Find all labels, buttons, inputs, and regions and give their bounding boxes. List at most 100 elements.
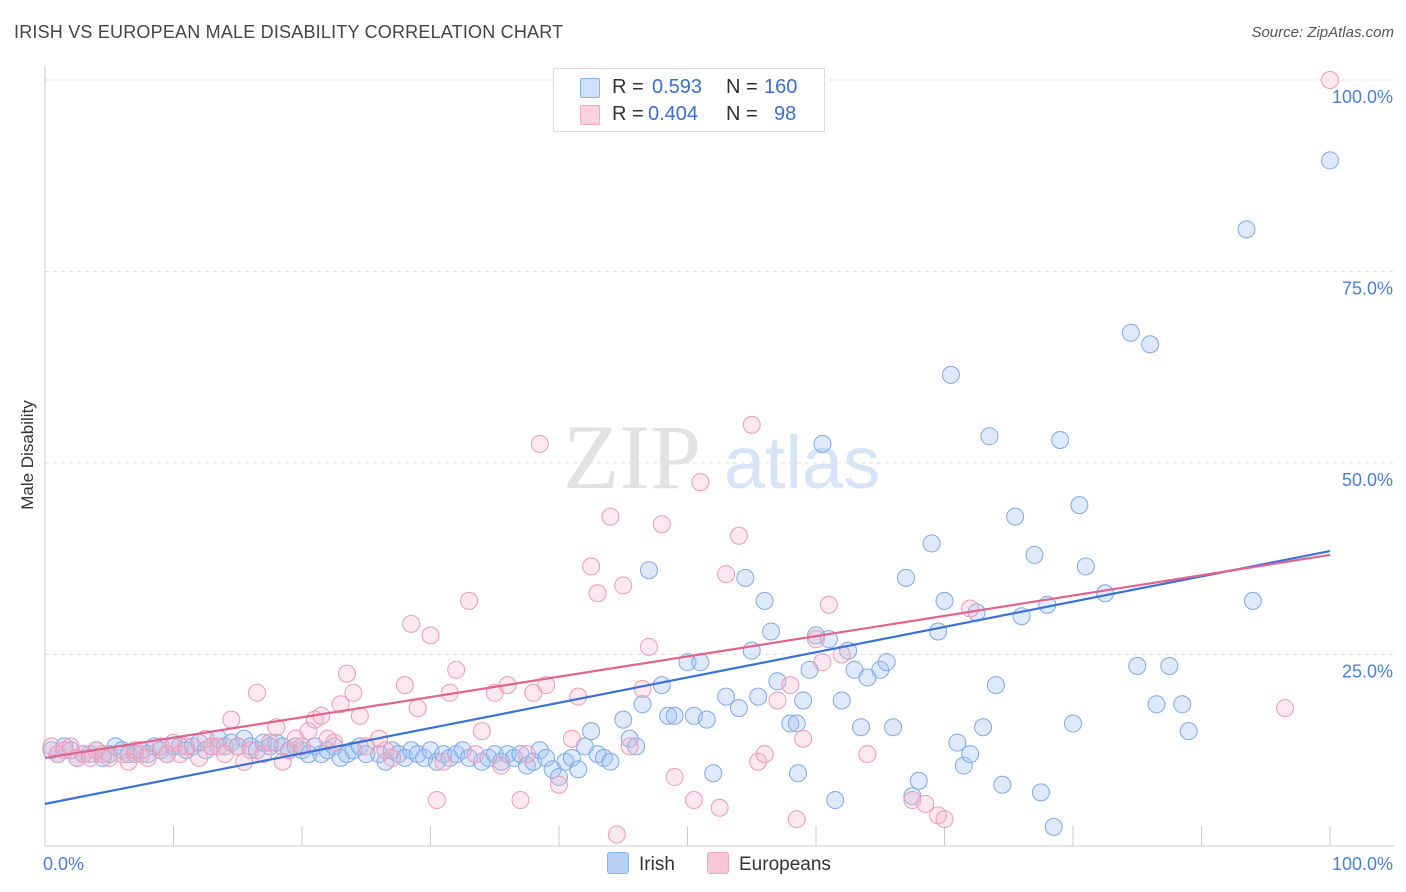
legend-n-value: 160: [764, 76, 798, 98]
irish-point: [935, 591, 954, 610]
irish-point: [633, 695, 652, 714]
europeans-point: [684, 791, 703, 810]
irish-point: [652, 676, 671, 695]
europeans-point: [138, 748, 157, 767]
legend-n-label: N =: [726, 103, 758, 125]
axes: [44, 66, 1395, 847]
irish-point: [1025, 545, 1044, 564]
europeans-point: [492, 756, 511, 775]
irish-point: [1147, 695, 1166, 714]
irish-point: [235, 729, 254, 748]
europeans-point: [447, 660, 466, 679]
irish-point: [627, 737, 646, 756]
tick-labels: 100.0% 75.0% 50.0% 25.0% 0.0% 100.0%: [43, 87, 1393, 874]
europeans-point: [395, 676, 414, 695]
europeans-point: [832, 645, 851, 664]
europeans-point: [569, 687, 588, 706]
europeans-point: [209, 737, 228, 756]
irish-point: [954, 756, 973, 775]
legend-swatch-europeans: [580, 105, 600, 125]
irish-point: [1070, 496, 1089, 515]
europeans-point: [858, 745, 877, 764]
bottom-legend-swatch-irish: [607, 852, 629, 874]
europeans-point: [260, 733, 279, 752]
data-points: [42, 71, 1339, 844]
irish-point: [871, 660, 890, 679]
irish-point: [794, 691, 813, 710]
irish-point: [659, 706, 678, 725]
irish-point: [749, 687, 768, 706]
irish-point: [941, 365, 960, 384]
europeans-point: [293, 737, 311, 756]
irish-point: [1321, 151, 1339, 170]
europeans-point: [588, 584, 607, 603]
europeans-point: [562, 729, 581, 748]
irish-point: [1076, 557, 1095, 576]
legend-r-label: R =: [612, 103, 644, 125]
irish-point: [922, 534, 941, 553]
watermark-zip: ZIP: [563, 406, 701, 508]
trend-lines: [44, 550, 1331, 805]
europeans-point: [787, 810, 806, 829]
irish-point: [1237, 220, 1256, 239]
europeans-point: [402, 614, 421, 633]
legend-r-label: R =: [612, 76, 644, 98]
bottom-legend-label-irish: Irish: [639, 854, 675, 875]
irish-trend-line: [44, 550, 1331, 805]
europeans-point: [337, 664, 356, 683]
bottom-legend-irish: Irish: [607, 852, 675, 876]
legend-n-value: 98: [774, 103, 797, 125]
y-tick-label: 25.0%: [1342, 662, 1393, 682]
chart-source: Source: ZipAtlas.com: [1251, 24, 1394, 41]
irish-point: [717, 687, 736, 706]
europeans-point: [170, 745, 189, 764]
irish-point: [1044, 817, 1063, 836]
europeans-point: [710, 798, 729, 817]
europeans-point: [460, 591, 479, 610]
x-tick-label: 100.0%: [1332, 854, 1393, 874]
irish-point: [1160, 656, 1179, 675]
irish-point: [755, 591, 774, 610]
europeans-point: [691, 473, 710, 492]
europeans-point: [177, 737, 196, 756]
irish-point: [884, 718, 903, 737]
europeans-point: [472, 722, 491, 741]
irish-point: [909, 771, 928, 790]
europeans-point: [620, 737, 639, 756]
irish-point: [537, 748, 556, 767]
irish-point: [357, 745, 376, 764]
watermark: ZIP atlas: [563, 406, 880, 508]
irish-point: [1121, 323, 1140, 342]
legend-r-value: 0.593: [652, 76, 703, 98]
europeans-point: [434, 752, 453, 771]
irish-point: [1141, 335, 1160, 354]
europeans-point: [607, 825, 626, 844]
europeans-point: [537, 676, 556, 695]
irish-point: [601, 752, 620, 771]
europeans-point: [916, 794, 935, 813]
europeans-point: [248, 683, 267, 702]
europeans-point: [427, 791, 446, 810]
irish-point: [826, 791, 845, 810]
irish-point: [781, 714, 800, 733]
europeans-trend-line: [44, 553, 1331, 759]
irish-point: [485, 745, 504, 764]
watermark-atlas: atlas: [724, 421, 880, 504]
europeans-point: [633, 679, 652, 698]
legend-n-label: N =: [726, 76, 758, 98]
europeans-point: [408, 699, 427, 718]
irish-point: [1179, 722, 1198, 741]
irish-point: [729, 699, 748, 718]
europeans-point: [582, 557, 601, 576]
irish-point: [562, 748, 581, 767]
irish-point: [1173, 695, 1192, 714]
irish-point: [1006, 507, 1025, 526]
europeans-point: [511, 791, 530, 810]
europeans-point: [935, 810, 954, 829]
irish-point: [697, 710, 716, 729]
irish-point: [789, 764, 808, 783]
irish-point: [993, 775, 1012, 794]
europeans-point: [466, 745, 485, 764]
irish-point: [832, 691, 851, 710]
